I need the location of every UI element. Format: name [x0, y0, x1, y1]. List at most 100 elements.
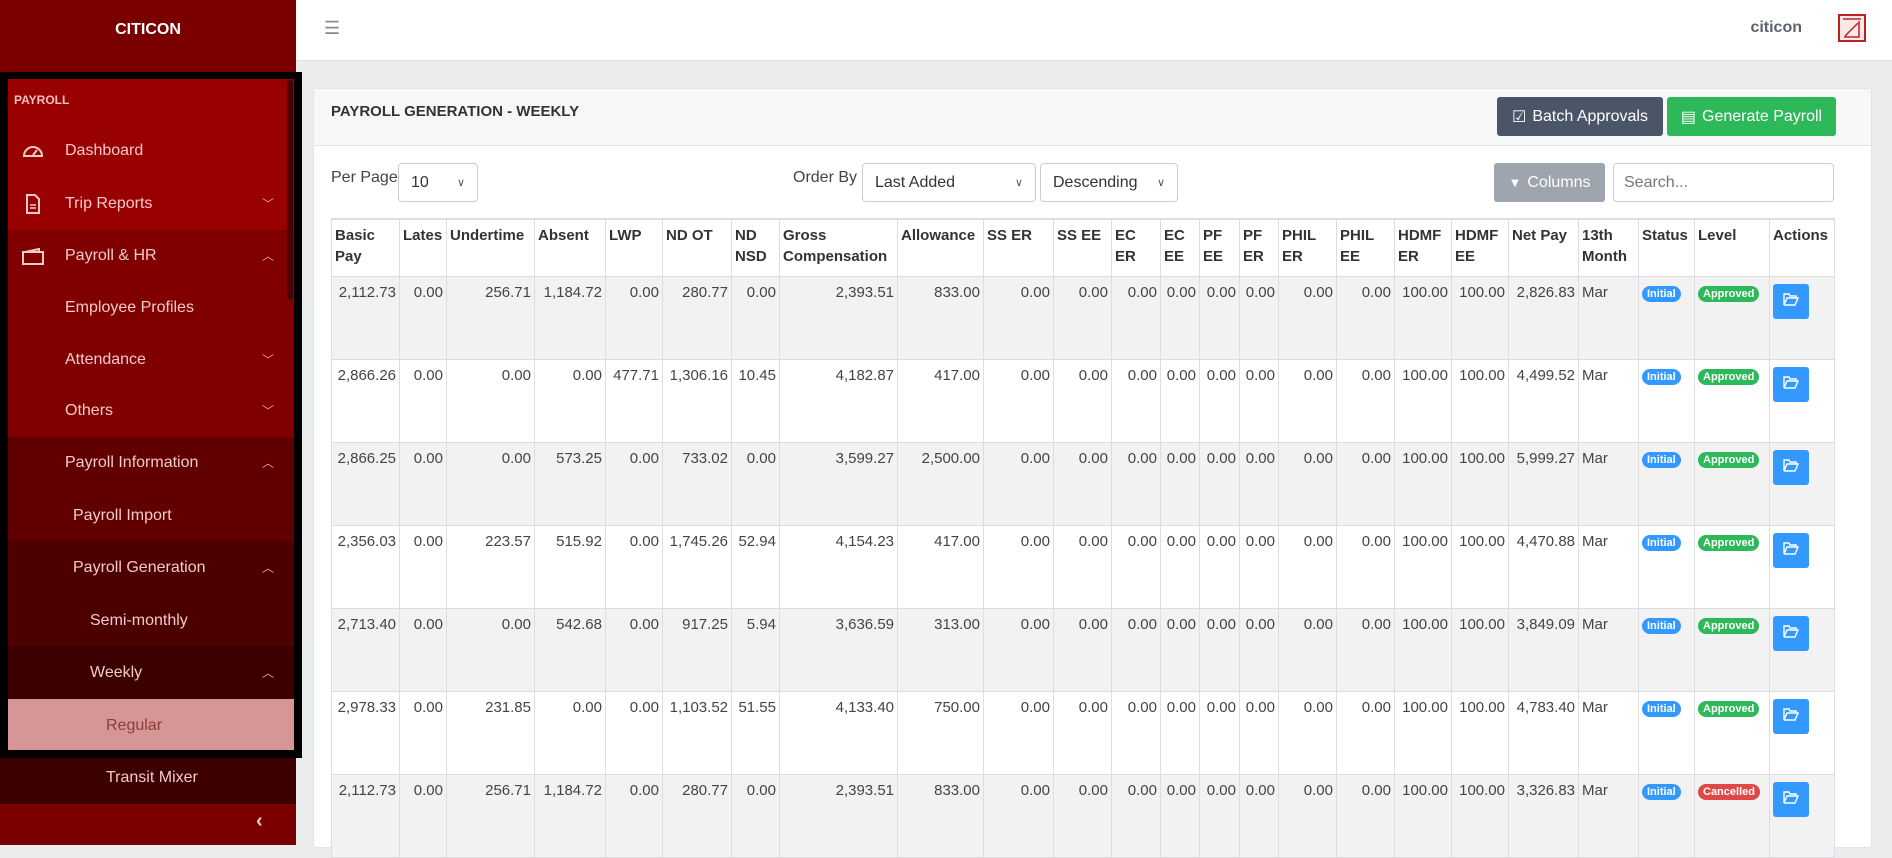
per-page-select[interactable]: 10 ∨: [398, 163, 478, 202]
column-header[interactable]: EC ER: [1111, 218, 1161, 277]
table-cell: 0.00: [983, 275, 1054, 360]
sidebar-item-regular-active[interactable]: Regular: [0, 699, 296, 752]
table-cell: 100.00: [1451, 690, 1509, 775]
table-cell: 100.00: [1451, 524, 1509, 609]
table-cell: 0.00: [1111, 773, 1161, 858]
table-cell: 5.94: [731, 607, 780, 692]
sidebar-item-weekly[interactable]: Weekly ︿: [0, 646, 296, 699]
generate-payroll-button[interactable]: ▤ Generate Payroll: [1667, 97, 1836, 136]
sidebar-item-payroll-import[interactable]: Payroll Import: [0, 489, 296, 542]
open-folder-button[interactable]: [1773, 698, 1809, 734]
sidebar-item-payroll-information[interactable]: Payroll Information ︿: [0, 436, 296, 489]
column-header[interactable]: Allowance: [897, 218, 984, 277]
level-badge: Approved: [1698, 451, 1760, 468]
table-cell: 0.00: [1111, 524, 1161, 609]
column-header[interactable]: LWP: [605, 218, 663, 277]
search-input[interactable]: [1613, 163, 1834, 202]
column-header[interactable]: SS EE: [1053, 218, 1112, 277]
level-cell: Approved: [1694, 358, 1770, 443]
table-cell: 0.00: [1336, 690, 1395, 775]
status-badge: Initial: [1642, 368, 1681, 385]
open-folder-button[interactable]: [1773, 532, 1809, 568]
column-header[interactable]: Undertime: [446, 218, 535, 277]
table-row: 2,112.73 0.00 256.71 1,184.72 0.00 280.77 0.00…: [331, 773, 1835, 858]
sidebar-item-payroll-generation[interactable]: Payroll Generation ︿: [0, 541, 296, 594]
collapse-sidebar-icon[interactable]: ‹: [256, 810, 263, 832]
table-cell: 0.00: [1239, 607, 1279, 692]
table-cell: 3,599.27: [779, 441, 898, 526]
column-header[interactable]: PF EE: [1199, 218, 1240, 277]
table-cell: 0.00: [534, 690, 606, 775]
table-cell: 0.00: [983, 358, 1054, 443]
dashboard-gauge-icon: [20, 140, 46, 162]
chevron-down-icon: ﹀: [261, 404, 274, 418]
sidebar-item-semi-monthly[interactable]: Semi-monthly: [0, 594, 296, 647]
table-cell: 100.00: [1394, 524, 1452, 609]
table-cell: 0.00: [983, 690, 1054, 775]
table-cell: 100.00: [1451, 607, 1509, 692]
sidebar-scrollbar[interactable]: [287, 80, 293, 300]
wallet-icon: [20, 245, 46, 267]
table-cell: 0.00: [1336, 524, 1395, 609]
folder-open-icon: [1783, 458, 1800, 472]
sidebar-item-employee-profiles[interactable]: Employee Profiles: [0, 281, 296, 334]
column-header[interactable]: SS ER: [983, 218, 1054, 277]
table-cell: 0.00: [1160, 441, 1200, 526]
table-cell: 100.00: [1394, 358, 1452, 443]
column-header[interactable]: Absent: [534, 218, 606, 277]
table-cell: 0.00: [1199, 524, 1240, 609]
payroll-card: PAYROLL GENERATION - WEEKLY ☑ Batch Appro…: [313, 88, 1872, 858]
column-header[interactable]: EC EE: [1160, 218, 1200, 277]
column-header[interactable]: Net Pay: [1508, 218, 1579, 277]
folder-open-icon: [1783, 790, 1800, 804]
columns-button[interactable]: ▼ Columns: [1494, 163, 1605, 202]
sidebar-item-payroll-hr[interactable]: Payroll & HR ︿: [0, 229, 296, 282]
actions-cell: [1769, 358, 1835, 443]
avatar[interactable]: [1838, 14, 1866, 42]
actions-cell: [1769, 690, 1835, 775]
table-cell: 0.00: [446, 441, 535, 526]
table-cell: 0.00: [1278, 773, 1337, 858]
sort-direction-select[interactable]: Descending ∨: [1040, 163, 1178, 202]
column-header[interactable]: HDMF EE: [1451, 218, 1509, 277]
table-cell: 0.00: [399, 690, 447, 775]
sidebar-item-trip-reports[interactable]: Trip Reports ﹀: [0, 177, 296, 230]
column-header[interactable]: HDMF ER: [1394, 218, 1452, 277]
sidebar-item-transit-mixer[interactable]: Transit Mixer: [0, 751, 296, 804]
level-cell: Approved: [1694, 441, 1770, 526]
open-folder-button[interactable]: [1773, 781, 1809, 817]
table-row: 2,356.03 0.00 223.57 515.92 0.00 1,745.26 52.9…: [331, 524, 1835, 609]
column-header[interactable]: PHIL ER: [1278, 218, 1337, 277]
column-header[interactable]: PF ER: [1239, 218, 1279, 277]
open-folder-button[interactable]: [1773, 366, 1809, 402]
table-cell: 4,499.52: [1508, 358, 1579, 443]
sidebar-item-label: Payroll Information: [65, 453, 199, 471]
table-cell: 0.00: [399, 275, 447, 360]
column-header[interactable]: Lates: [399, 218, 447, 277]
open-folder-button[interactable]: [1773, 283, 1809, 319]
column-header[interactable]: PHIL EE: [1336, 218, 1395, 277]
table-cell: Mar: [1578, 524, 1639, 609]
batch-approvals-button[interactable]: ☑ Batch Approvals: [1497, 97, 1663, 136]
column-header[interactable]: Gross Compensation: [779, 218, 898, 277]
column-header[interactable]: ND NSD: [731, 218, 780, 277]
column-header[interactable]: Level: [1694, 218, 1770, 277]
table-cell: 0.00: [1111, 441, 1161, 526]
status-cell: Initial: [1638, 441, 1695, 526]
column-header[interactable]: ND OT: [662, 218, 732, 277]
open-folder-button[interactable]: [1773, 449, 1809, 485]
table-cell: 100.00: [1451, 441, 1509, 526]
column-header[interactable]: Status: [1638, 218, 1695, 277]
sidebar-item-attendance[interactable]: Attendance ﹀: [0, 333, 296, 386]
column-header[interactable]: Actions: [1769, 218, 1835, 277]
column-header[interactable]: 13th Month: [1578, 218, 1639, 277]
user-name[interactable]: citicon: [1750, 19, 1802, 36]
open-folder-button[interactable]: [1773, 615, 1809, 651]
actions-cell: [1769, 607, 1835, 692]
hamburger-menu-icon[interactable]: ☰: [324, 18, 341, 38]
column-header[interactable]: Basic Pay: [331, 218, 400, 277]
sidebar-item-others[interactable]: Others ﹀: [0, 384, 296, 437]
order-by-select[interactable]: Last Added ∨: [862, 163, 1036, 202]
sidebar-item-dashboard[interactable]: Dashboard: [0, 124, 296, 177]
table-cell: 0.00: [1053, 275, 1112, 360]
